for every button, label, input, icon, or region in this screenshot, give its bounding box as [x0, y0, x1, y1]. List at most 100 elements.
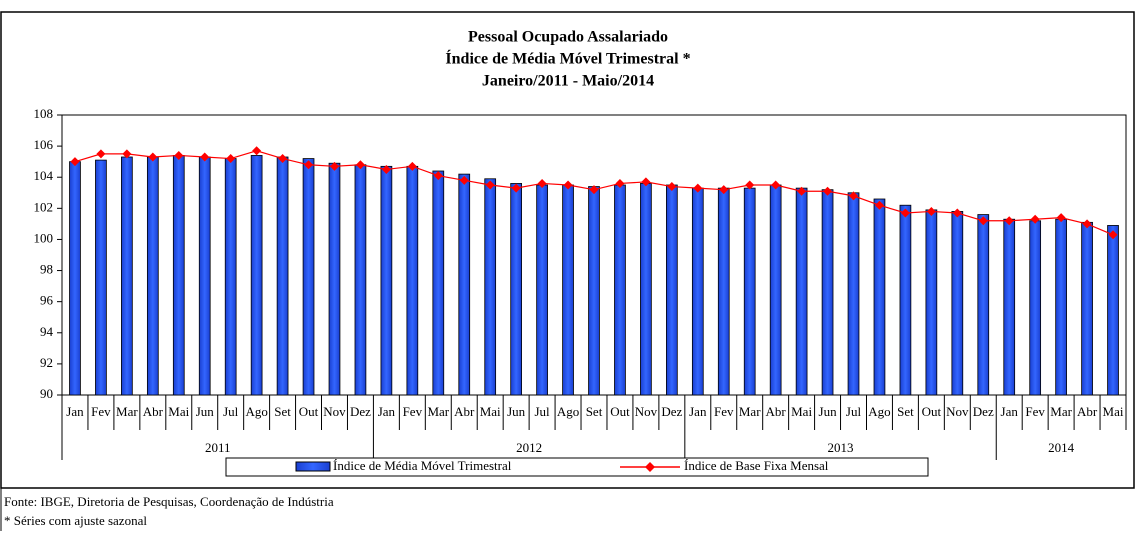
marker: [1004, 216, 1014, 226]
x-tick-label: Fev: [1025, 404, 1045, 419]
bar: [250, 155, 263, 396]
marker: [978, 216, 988, 226]
marker: [278, 154, 288, 164]
x-tick-label: Ago: [245, 404, 267, 419]
bar: [380, 165, 393, 396]
bar: [328, 162, 341, 396]
x-tick-label: Nov: [635, 404, 658, 419]
x-tick-label: Jan: [378, 404, 396, 419]
bar: [276, 156, 289, 396]
marker: [1030, 214, 1040, 224]
x-tick-label: Ago: [557, 404, 579, 419]
x-tick-label: Jun: [196, 404, 215, 419]
x-tick-label: Jun: [507, 404, 526, 419]
x-tick-label: Dez: [350, 404, 371, 419]
x-tick-label: Abr: [454, 404, 475, 419]
marker: [200, 152, 210, 162]
marker: [226, 154, 236, 164]
marker: [874, 200, 884, 210]
group-label: 2011: [205, 440, 231, 455]
x-tick-label: Nov: [946, 404, 969, 419]
bar: [847, 192, 860, 396]
marker: [96, 149, 106, 159]
bar: [121, 156, 133, 396]
bar: [224, 158, 237, 396]
marker: [589, 185, 599, 195]
marker: [797, 186, 807, 196]
bar: [172, 155, 185, 396]
marker: [433, 171, 443, 181]
group-label: 2014: [1048, 440, 1075, 455]
x-tick-label: Set: [274, 404, 291, 419]
bar: [146, 156, 159, 396]
marker: [641, 177, 651, 187]
x-tick-label: Mai: [791, 404, 812, 419]
marker: [537, 178, 547, 188]
bar: [1003, 218, 1016, 396]
legend-swatch: [645, 462, 655, 472]
legend-label: Índice de Base Fixa Mensal: [684, 458, 829, 473]
x-tick-label: Out: [922, 404, 942, 419]
x-tick-label: Jul: [223, 404, 239, 419]
chart-title: Janeiro/2011 - Maio/2014: [482, 73, 654, 90]
x-tick-label: Abr: [143, 404, 164, 419]
bar: [458, 173, 471, 396]
group-label: 2012: [516, 440, 542, 455]
chart-title: Índice de Média Móvel Trimestral *: [445, 49, 690, 68]
x-tick-label: Fev: [403, 404, 423, 419]
bar: [562, 184, 574, 396]
y-tick-label: 108: [34, 106, 54, 121]
bar: [69, 161, 81, 396]
bar: [1107, 225, 1119, 396]
marker: [771, 180, 781, 190]
marker: [1108, 230, 1118, 240]
x-tick-label: Jul: [535, 404, 551, 419]
bar: [1081, 221, 1093, 396]
x-tick-label: Fev: [714, 404, 734, 419]
legend-label: Índice de Média Móvel Trimestral: [333, 458, 512, 473]
bar: [951, 211, 964, 396]
bar: [821, 189, 834, 396]
marker: [563, 180, 573, 190]
x-tick-label: Mai: [1103, 404, 1124, 419]
x-tick-label: Set: [586, 404, 603, 419]
marker: [615, 178, 625, 188]
x-tick-label: Jan: [66, 404, 84, 419]
y-tick-label: 96: [40, 293, 54, 308]
marker: [381, 164, 391, 174]
marker: [823, 186, 833, 196]
bar: [302, 158, 315, 396]
marker: [693, 183, 703, 193]
marker: [719, 185, 729, 195]
bar: [198, 156, 211, 396]
y-tick-label: 106: [34, 137, 54, 152]
marker: [900, 208, 910, 218]
bar: [925, 209, 938, 396]
legend: [225, 457, 929, 477]
bar: [484, 178, 497, 396]
marker: [252, 146, 262, 156]
y-tick-label: 90: [40, 386, 53, 401]
x-tick-label: Set: [897, 404, 914, 419]
x-tick-label: Dez: [661, 404, 682, 419]
marker: [304, 160, 314, 170]
y-tick-label: 102: [34, 199, 54, 214]
x-tick-label: Mai: [480, 404, 501, 419]
bar: [795, 187, 808, 396]
x-tick-label: Out: [299, 404, 319, 419]
marker: [148, 152, 158, 162]
x-tick-label: Jul: [846, 404, 862, 419]
x-tick-label: Mar: [1050, 404, 1072, 419]
x-tick-label: Mar: [116, 404, 138, 419]
y-tick-label: 94: [40, 324, 54, 339]
bar: [899, 204, 912, 396]
marker: [70, 157, 80, 167]
bar: [977, 214, 990, 396]
marker: [745, 180, 755, 190]
marker: [329, 161, 339, 171]
bar: [432, 170, 445, 396]
bar: [873, 198, 886, 396]
bar: [640, 183, 652, 396]
x-tick-label: Jan: [689, 404, 707, 419]
